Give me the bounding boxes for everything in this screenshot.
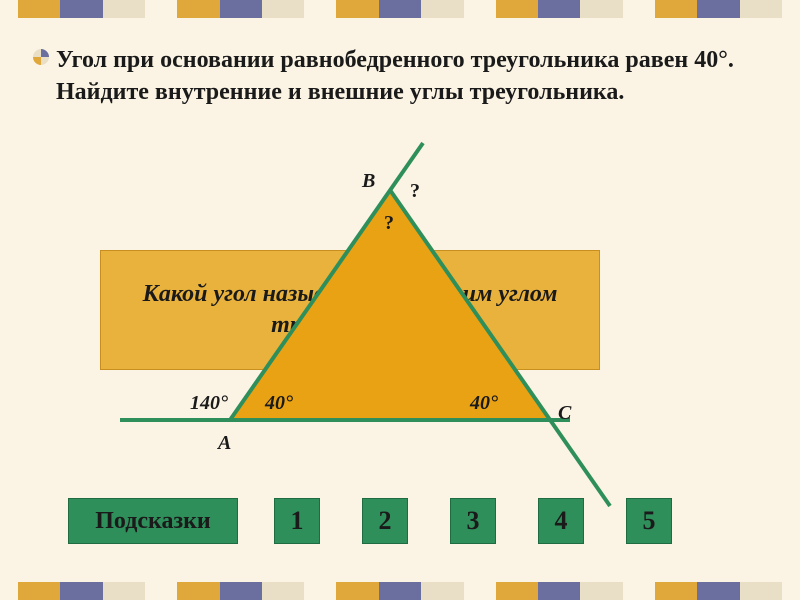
angle-b-exterior-unknown: ? — [410, 180, 420, 203]
vertex-b-label: B — [362, 170, 375, 193]
bar-seg — [655, 582, 782, 600]
num-button-3[interactable]: 3 — [450, 498, 496, 544]
bar-seg — [18, 0, 145, 18]
bar-seg — [336, 582, 463, 600]
bar-seg — [18, 582, 145, 600]
angle-a-exterior: 140° — [190, 392, 228, 415]
bar-seg — [496, 582, 623, 600]
num-button-1[interactable]: 1 — [274, 498, 320, 544]
vertex-a-label: A — [218, 432, 231, 455]
bar-seg — [496, 0, 623, 18]
angle-c-interior: 40° — [470, 392, 498, 415]
problem-text: Угол при основании равнобедренного треуг… — [56, 44, 766, 109]
num-button-5[interactable]: 5 — [626, 498, 672, 544]
num-button-2[interactable]: 2 — [362, 498, 408, 544]
triangle-svg — [100, 170, 700, 480]
angle-b-interior-unknown: ? — [384, 212, 394, 235]
vertex-c-label: C — [558, 402, 571, 425]
bottom-decor-bar — [0, 582, 800, 600]
top-decor-bar — [0, 0, 800, 18]
bar-seg — [177, 0, 304, 18]
bar-seg — [336, 0, 463, 18]
angle-a-interior: 40° — [265, 392, 293, 415]
num-button-4[interactable]: 4 — [538, 498, 584, 544]
hints-button[interactable]: Подсказки — [68, 498, 238, 544]
bar-seg — [177, 582, 304, 600]
triangle-diagram: Какой угол называется внешним углом треу… — [100, 170, 700, 480]
pie-bullet-icon — [32, 48, 50, 66]
number-buttons-row: 1 2 3 4 5 — [274, 498, 672, 544]
bar-seg — [655, 0, 782, 18]
